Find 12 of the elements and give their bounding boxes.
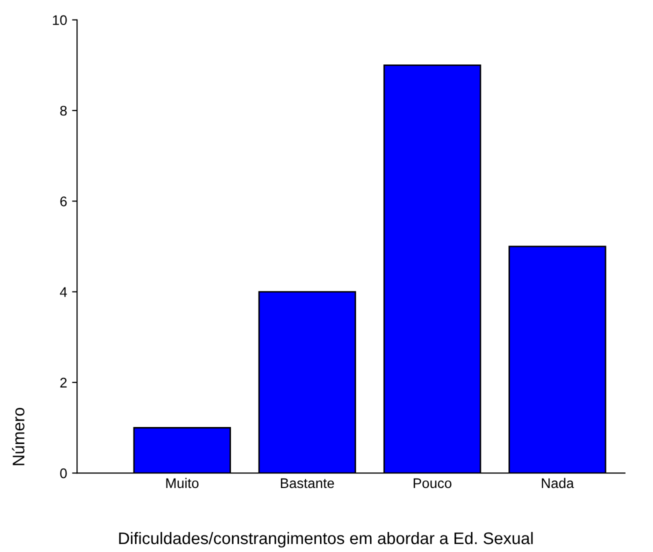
y-tick-label: 0: [60, 468, 67, 478]
y-tick-label: 10: [52, 15, 67, 26]
x-tick-label: Muito: [166, 478, 199, 488]
y-tick-label: 6: [60, 196, 67, 206]
y-tick-label: 2: [60, 378, 67, 388]
y-axis-title: Número: [12, 408, 24, 466]
x-tick-label: Bastante: [280, 478, 334, 488]
x-tick-label: Nada: [542, 478, 574, 488]
x-axis-title: Dificuldades/constrangimentos em abordar a Ed. Sexual: [119, 532, 533, 548]
x-tick-label: Pouco: [414, 478, 452, 488]
y-tick-label: 4: [60, 287, 67, 297]
y-tick-label: 8: [60, 106, 67, 116]
